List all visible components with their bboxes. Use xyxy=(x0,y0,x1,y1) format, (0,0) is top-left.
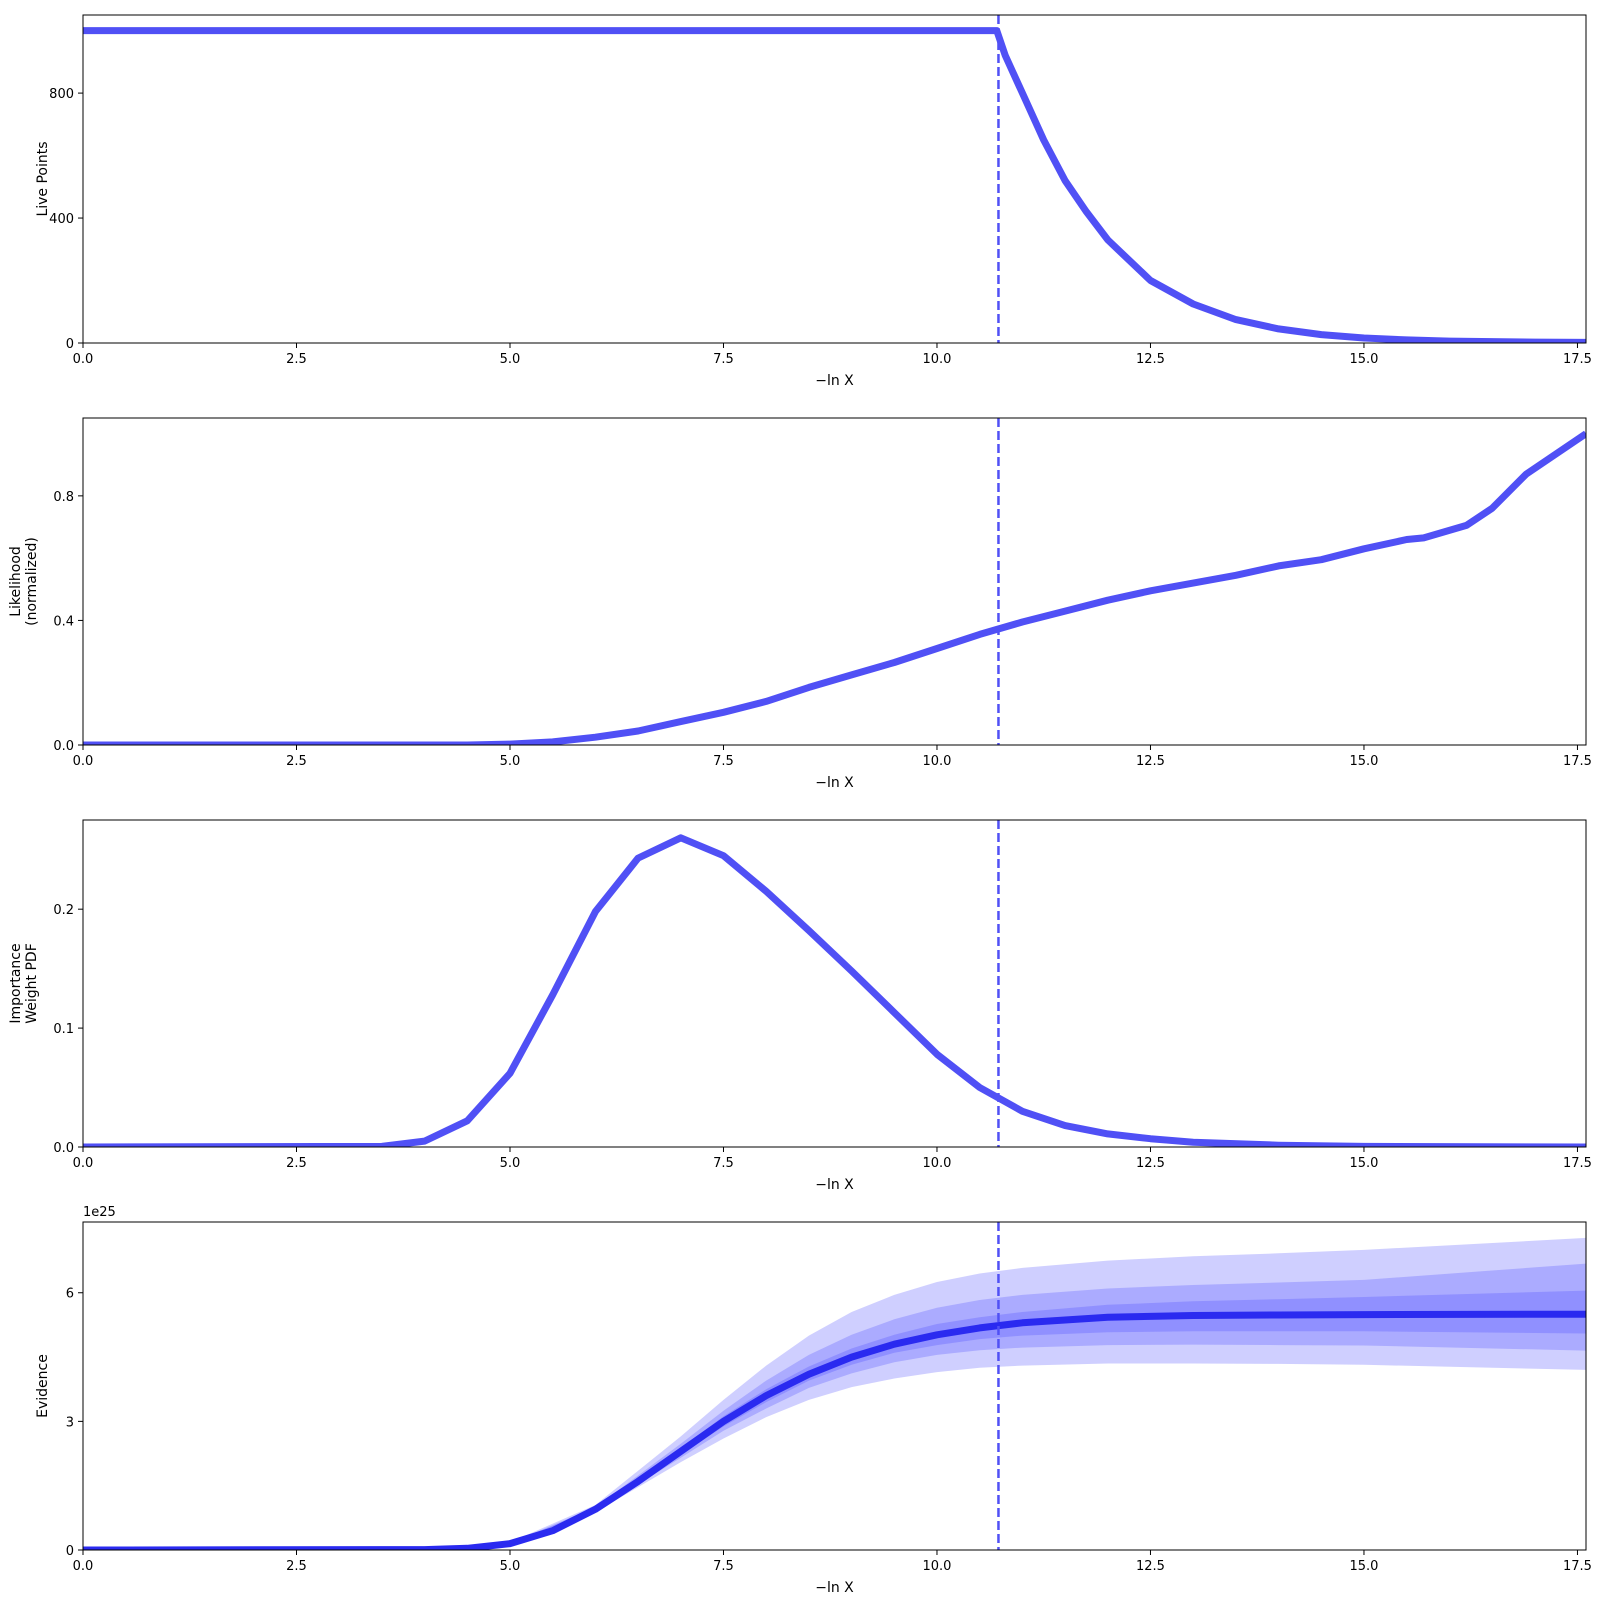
importance-weight-axes-frame xyxy=(82,819,1587,1148)
likelihood-x-axis-label: −ln X xyxy=(815,775,854,791)
importance-weight-series-line xyxy=(83,834,1586,1147)
evidence-panel: 0.0 2.5 5.0 7.5 10.0 12.5 15.0 17.5 0 3 6 −ln X Evid… xyxy=(35,1205,1592,1596)
importance-weight-y-tick-label: 0.2 xyxy=(53,903,74,918)
evidence-y-axis-label: Evidence xyxy=(35,1354,51,1418)
likelihood-x-tick-label: 5.0 xyxy=(500,754,521,769)
likelihood-y-tick-label: 0.0 xyxy=(53,739,74,754)
likelihood-y-tick-label: 0.8 xyxy=(53,490,74,505)
likelihood-x-tick-label: 10.0 xyxy=(923,754,952,769)
likelihood-x-tick-label: 2.5 xyxy=(286,754,307,769)
importance-weight-y-axis-label: Weight PDF xyxy=(24,943,40,1024)
live-points-x-tick-label: 15.0 xyxy=(1349,352,1378,367)
evidence-y-tick-label: 0 xyxy=(66,1544,74,1559)
evidence-y-tick-label: 6 xyxy=(66,1287,74,1302)
importance-weight-x-tick-label: 2.5 xyxy=(286,1156,307,1171)
likelihood-y-axis-label: (normalized) xyxy=(24,537,40,626)
likelihood-y-tick-label: 0.4 xyxy=(53,614,74,629)
evidence-x-tick-label: 2.5 xyxy=(286,1559,307,1574)
evidence-x-tick-label: 15.0 xyxy=(1349,1559,1378,1574)
evidence-x-tick-label: 0.0 xyxy=(73,1559,94,1574)
importance-weight-y-tick-label: 0.1 xyxy=(53,1022,74,1037)
live-points-series-line xyxy=(83,27,1586,343)
likelihood-y-axis-label: Likelihood xyxy=(8,546,24,617)
evidence-x-tick-label: 10.0 xyxy=(923,1559,952,1574)
importance-weight-x-tick-label: 15.0 xyxy=(1349,1156,1378,1171)
live-points-x-axis-label: −ln X xyxy=(815,373,854,389)
live-points-x-tick-label: 2.5 xyxy=(286,352,307,367)
live-points-x-tick-label: 12.5 xyxy=(1136,352,1165,367)
importance-weight-x-axis-label: −ln X xyxy=(815,1177,854,1193)
live-points-y-tick-label: 800 xyxy=(49,87,74,102)
likelihood-panel: 0.0 2.5 5.0 7.5 10.0 12.5 15.0 17.5 0.0 0.4 0.8 −ln… xyxy=(8,417,1592,791)
likelihood-x-tick-label: 0.0 xyxy=(73,754,94,769)
importance-weight-x-tick-label: 0.0 xyxy=(73,1156,94,1171)
likelihood-plot-area xyxy=(83,418,1586,745)
importance-weight-plot-area xyxy=(83,820,1586,1147)
importance-weight-y-axis-label: Importance xyxy=(8,943,24,1023)
evidence-x-tick-label: 17.5 xyxy=(1563,1559,1592,1574)
importance-weight-x-tick-label: 17.5 xyxy=(1563,1156,1592,1171)
evidence-x-tick-label: 7.5 xyxy=(713,1559,734,1574)
likelihood-x-tick-label: 7.5 xyxy=(713,754,734,769)
importance-weight-x-tick-label: 12.5 xyxy=(1136,1156,1165,1171)
live-points-y-axis-label: Live Points xyxy=(35,141,51,216)
importance-weight-x-tick-label: 7.5 xyxy=(713,1156,734,1171)
evidence-y-tick-label: 3 xyxy=(66,1415,74,1430)
evidence-x-tick-label: 5.0 xyxy=(500,1559,521,1574)
importance-weight-x-tick-label: 10.0 xyxy=(923,1156,952,1171)
likelihood-series-line xyxy=(83,430,1586,745)
live-points-x-tick-label: 10.0 xyxy=(923,352,952,367)
live-points-axes-frame xyxy=(82,14,1587,344)
likelihood-x-tick-label: 15.0 xyxy=(1349,754,1378,769)
evidence-confidence-band-2 xyxy=(83,1263,1586,1550)
evidence-x-tick-label: 12.5 xyxy=(1136,1559,1165,1574)
live-points-x-tick-label: 5.0 xyxy=(500,352,521,367)
likelihood-axes-frame xyxy=(82,417,1587,746)
live-points-x-tick-label: 0.0 xyxy=(73,352,94,367)
evidence-axes-frame xyxy=(82,1221,1587,1551)
likelihood-x-tick-label: 12.5 xyxy=(1136,754,1165,769)
live-points-x-tick-label: 17.5 xyxy=(1563,352,1592,367)
likelihood-x-tick-label: 17.5 xyxy=(1563,754,1592,769)
importance-weight-y-tick-label: 0.0 xyxy=(53,1141,74,1156)
evidence-plot-area xyxy=(83,1222,1586,1550)
evidence-y-offset-label: 1e25 xyxy=(83,1205,116,1220)
evidence-series-line xyxy=(83,1310,1586,1550)
live-points-panel: 0.0 2.5 5.0 7.5 10.0 12.5 15.0 17.5 0 400 800 −ln X… xyxy=(35,14,1592,389)
importance-weight-x-tick-label: 5.0 xyxy=(500,1156,521,1171)
live-points-y-tick-label: 0 xyxy=(66,337,74,352)
importance-weight-panel: 0.0 2.5 5.0 7.5 10.0 12.5 15.0 17.5 0.0 0.1 0.2 −ln… xyxy=(8,819,1592,1193)
live-points-y-tick-label: 400 xyxy=(49,212,74,227)
live-points-plot-area xyxy=(83,15,1586,343)
live-points-x-tick-label: 7.5 xyxy=(713,352,734,367)
evidence-x-axis-label: −ln X xyxy=(815,1580,854,1596)
